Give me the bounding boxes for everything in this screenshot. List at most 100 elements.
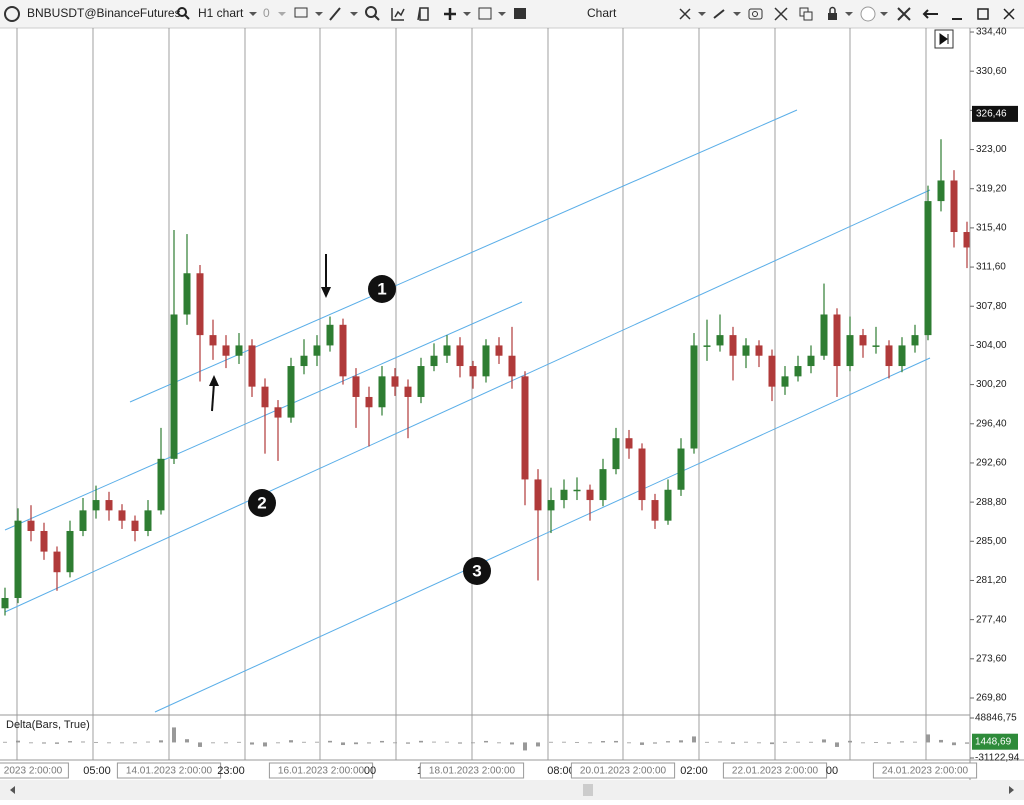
delta-bar: [81, 741, 85, 743]
delta-bar: [315, 741, 319, 743]
candle-body: [521, 376, 529, 480]
time-label-box: [570, 762, 676, 779]
draw-icon[interactable]: [329, 7, 341, 21]
y-tick-label: 315,40: [976, 223, 1007, 234]
delta-bar: [770, 742, 774, 745]
delta-bar: [328, 740, 332, 743]
link-icon[interactable]: [713, 9, 725, 19]
delta-bar: [900, 741, 904, 743]
indicator-icon[interactable]: [391, 8, 405, 21]
delta-bar: [718, 741, 722, 743]
candle-body: [690, 345, 698, 449]
scroll-thumb[interactable]: [583, 784, 593, 796]
candle-body: [911, 335, 919, 346]
y-tick-label: 330,60: [976, 66, 1007, 77]
trend-line[interactable]: [4, 301, 523, 531]
delta-bar: [536, 742, 540, 747]
delta-bar: [666, 741, 670, 743]
delta-bar: [861, 742, 865, 744]
annotation-marker: [368, 275, 396, 303]
candle-body: [833, 314, 841, 367]
delta-bar: [237, 741, 241, 743]
candle-body: [560, 489, 568, 501]
delta-bar: [679, 740, 683, 743]
maximize-button[interactable]: [977, 8, 989, 20]
x-tick-label: 00: [364, 765, 376, 777]
delta-bar: [887, 742, 891, 744]
delta-bar: [809, 741, 813, 743]
candle-body: [547, 500, 555, 511]
symbol[interactable]: BNBUSDT@BinanceFutures: [27, 6, 181, 20]
candle-body: [53, 551, 61, 573]
candle-body: [287, 366, 295, 418]
candle-body: [872, 345, 880, 347]
delta-bar: [510, 742, 514, 745]
candle-body: [469, 366, 477, 377]
candle-body: [885, 345, 893, 367]
candle-body: [79, 510, 87, 531]
search-icon[interactable]: [177, 7, 187, 17]
fullscreen-icon[interactable]: [774, 7, 788, 21]
delta-bar: [549, 741, 553, 743]
candle-body: [378, 376, 386, 408]
candle-body: [508, 355, 516, 377]
pin-icon[interactable]: [922, 9, 938, 19]
candle-body: [599, 469, 607, 501]
y-tick-label: 304,00: [976, 340, 1007, 351]
zoom-icon[interactable]: [365, 6, 377, 18]
candle-body: [131, 520, 139, 531]
candle-body: [963, 232, 971, 248]
crosshair-icon[interactable]: [444, 8, 456, 20]
delta-bar: [458, 742, 462, 744]
layout-icon[interactable]: [478, 7, 492, 20]
delta-last-box: [972, 733, 1018, 750]
color-icon[interactable]: [514, 8, 526, 19]
delta-bar: [562, 741, 566, 743]
timeframe[interactable]: H1 chart: [198, 6, 244, 20]
delta-bar: [133, 742, 137, 744]
last-price-box: [972, 105, 1018, 122]
dropdown[interactable]: [249, 12, 257, 16]
candle-body: [118, 510, 126, 521]
candle-body: [625, 438, 633, 449]
candle-body: [92, 500, 100, 511]
candle-body: [755, 345, 763, 356]
trend-line[interactable]: [154, 357, 931, 713]
last-price-label: 326,46: [976, 109, 1007, 120]
candle-body: [924, 201, 932, 336]
x-tick-label: 23:00: [217, 765, 245, 777]
y-tick-label: 296,40: [976, 418, 1007, 429]
candle-body: [612, 438, 620, 470]
delta-bar: [627, 742, 631, 744]
delta-bar: [3, 741, 7, 743]
candle-body: [573, 489, 581, 492]
candle-body: [417, 366, 425, 397]
scrollbar[interactable]: [0, 780, 1024, 800]
color-picker[interactable]: [860, 6, 876, 22]
tool-icon[interactable]: [679, 8, 691, 20]
candle-body: [313, 345, 321, 356]
close-button[interactable]: [1003, 8, 1015, 20]
app-icon[interactable]: [4, 6, 20, 22]
delta-bar: [640, 742, 644, 745]
delta-bar: [471, 742, 475, 744]
candle-body: [768, 355, 776, 387]
x-tick-label: 16.01.2023 2:00:00: [278, 766, 365, 777]
y-tick-label: 319,20: [976, 183, 1007, 194]
trend-line[interactable]: [4, 189, 931, 613]
settings-icon[interactable]: [897, 7, 911, 21]
template-icon[interactable]: [417, 7, 429, 21]
candle-body: [742, 345, 750, 356]
display-icon[interactable]: [294, 7, 308, 18]
delta-bar: [835, 742, 839, 747]
delta-last-label: 1448,69: [975, 736, 1012, 747]
camera-icon[interactable]: [748, 8, 763, 20]
counter: 0: [263, 6, 270, 20]
candle-body: [261, 386, 269, 408]
delta-bar: [159, 740, 163, 743]
candle-body: [274, 407, 282, 418]
candle-body: [66, 530, 74, 573]
lock-icon[interactable]: [828, 13, 837, 20]
